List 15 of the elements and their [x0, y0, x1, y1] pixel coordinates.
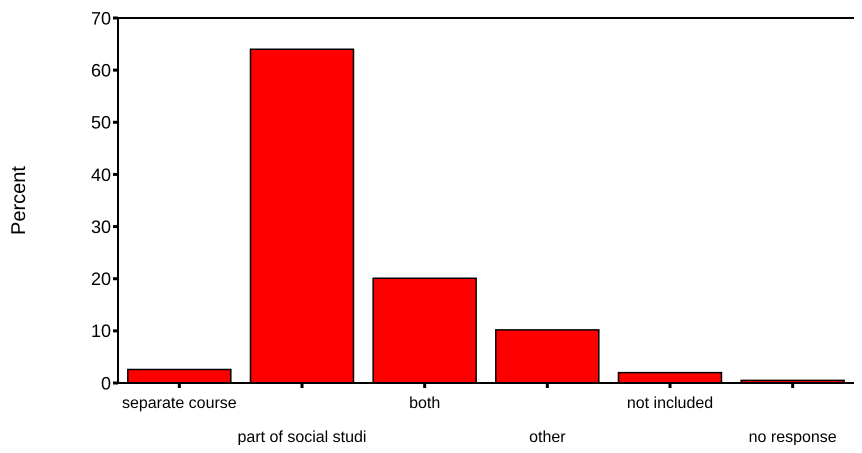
y-tick-label: 30: [90, 216, 111, 237]
y-tick-label: 50: [90, 112, 111, 133]
y-tick-label: 20: [90, 269, 111, 290]
y-tick-label: 70: [90, 8, 111, 28]
y-axis-title: Percent: [8, 166, 30, 235]
x-tick-label: part of social studi: [238, 429, 366, 446]
x-tick-label: both: [409, 395, 440, 412]
x-tick-label: separate course: [122, 395, 237, 412]
y-tick-label: 10: [90, 321, 111, 342]
y-tick-label: 60: [90, 60, 111, 81]
y-tick-label: 0: [100, 373, 111, 394]
x-tick-label: other: [529, 429, 566, 446]
x-tick-label: not included: [626, 395, 714, 412]
y-tick-label: 40: [90, 164, 111, 185]
x-tick-label: no response: [748, 429, 837, 446]
